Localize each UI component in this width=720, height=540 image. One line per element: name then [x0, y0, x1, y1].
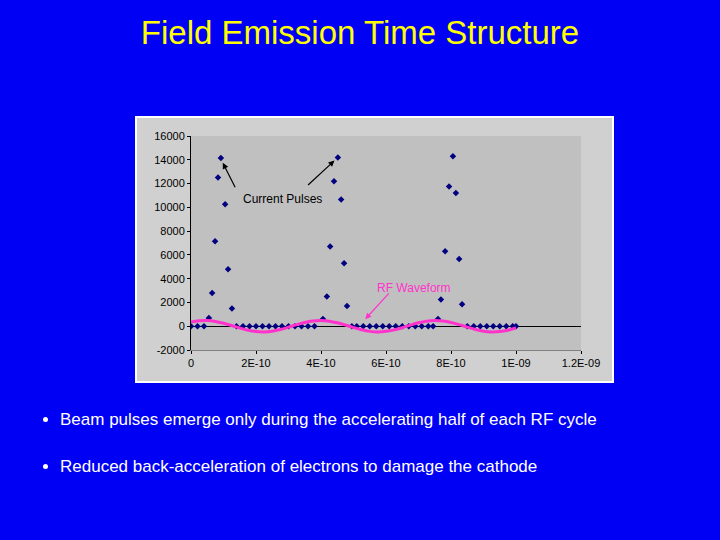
- svg-text:0: 0: [188, 357, 194, 369]
- svg-text:1.2E-09: 1.2E-09: [562, 357, 601, 369]
- svg-text:2E-10: 2E-10: [241, 357, 270, 369]
- svg-text:4000: 4000: [160, 273, 184, 285]
- svg-text:6000: 6000: [160, 249, 184, 261]
- svg-text:0: 0: [179, 320, 185, 332]
- svg-text:RF Waveform: RF Waveform: [377, 281, 451, 295]
- svg-text:Current Pulses: Current Pulses: [243, 192, 322, 206]
- html-text:Field Emission Time Structure: Field Emission Time Structure: [140, 14, 580, 51]
- svg-text:-2000: -2000: [157, 344, 185, 356]
- svg-text:8E-10: 8E-10: [436, 357, 465, 369]
- svg-text:4E-10: 4E-10: [306, 357, 335, 369]
- html-text:Reduced back-acceleration of e: Reduced back-acceleration of electrons t…: [60, 457, 538, 476]
- svg-text:12000: 12000: [154, 177, 185, 189]
- svg-text:8000: 8000: [160, 225, 184, 237]
- svg-text:16000: 16000: [154, 130, 185, 142]
- svg-text:10000: 10000: [154, 201, 185, 213]
- svg-text:1E-09: 1E-09: [501, 357, 530, 369]
- svg-text:6E-10: 6E-10: [371, 357, 400, 369]
- html-text:Beam pulses emerge only during: Beam pulses emerge only during the accel…: [60, 410, 597, 429]
- svg-text:14000: 14000: [154, 154, 185, 166]
- svg-text:2000: 2000: [160, 296, 184, 308]
